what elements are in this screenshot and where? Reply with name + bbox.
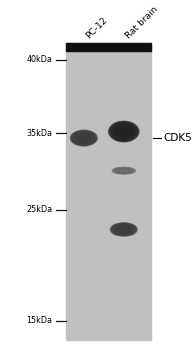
Ellipse shape bbox=[110, 122, 137, 141]
Ellipse shape bbox=[110, 122, 138, 141]
Ellipse shape bbox=[111, 223, 137, 236]
Ellipse shape bbox=[112, 167, 135, 174]
Ellipse shape bbox=[74, 132, 94, 144]
Ellipse shape bbox=[111, 223, 136, 236]
Ellipse shape bbox=[112, 224, 136, 235]
Ellipse shape bbox=[113, 168, 134, 174]
Ellipse shape bbox=[116, 226, 131, 233]
Ellipse shape bbox=[113, 168, 135, 174]
Ellipse shape bbox=[72, 131, 96, 145]
Text: 40kDa: 40kDa bbox=[27, 55, 52, 64]
Ellipse shape bbox=[114, 225, 133, 234]
Ellipse shape bbox=[74, 133, 93, 144]
Ellipse shape bbox=[72, 131, 95, 145]
Ellipse shape bbox=[115, 225, 133, 234]
Ellipse shape bbox=[115, 168, 133, 173]
Ellipse shape bbox=[110, 122, 138, 141]
Ellipse shape bbox=[71, 131, 97, 146]
Ellipse shape bbox=[113, 125, 134, 139]
Ellipse shape bbox=[70, 130, 97, 146]
Ellipse shape bbox=[109, 121, 139, 142]
Ellipse shape bbox=[111, 123, 137, 140]
Ellipse shape bbox=[112, 124, 136, 140]
Text: Rat brain: Rat brain bbox=[124, 5, 159, 40]
Ellipse shape bbox=[117, 169, 130, 173]
Text: 25kDa: 25kDa bbox=[26, 205, 52, 215]
Text: 35kDa: 35kDa bbox=[26, 129, 52, 138]
Ellipse shape bbox=[111, 123, 136, 140]
Ellipse shape bbox=[113, 224, 135, 235]
Ellipse shape bbox=[76, 134, 91, 142]
Ellipse shape bbox=[115, 168, 133, 173]
Text: CDK5: CDK5 bbox=[163, 133, 192, 143]
Bar bbox=[66, 43, 151, 51]
Ellipse shape bbox=[71, 131, 97, 146]
Bar bbox=[66, 43, 151, 341]
Ellipse shape bbox=[113, 224, 135, 235]
Ellipse shape bbox=[112, 167, 136, 174]
Ellipse shape bbox=[73, 132, 94, 144]
Ellipse shape bbox=[108, 121, 139, 142]
Ellipse shape bbox=[113, 168, 135, 174]
Text: 15kDa: 15kDa bbox=[26, 316, 52, 326]
Ellipse shape bbox=[113, 168, 134, 174]
Ellipse shape bbox=[113, 224, 134, 234]
Ellipse shape bbox=[73, 132, 95, 145]
Ellipse shape bbox=[115, 168, 133, 173]
Ellipse shape bbox=[72, 131, 96, 145]
Ellipse shape bbox=[114, 225, 134, 235]
Ellipse shape bbox=[70, 130, 97, 146]
Ellipse shape bbox=[112, 123, 136, 140]
Ellipse shape bbox=[113, 124, 135, 139]
Ellipse shape bbox=[113, 124, 134, 139]
Ellipse shape bbox=[113, 224, 135, 235]
Ellipse shape bbox=[73, 132, 95, 145]
Ellipse shape bbox=[114, 168, 133, 173]
Ellipse shape bbox=[114, 168, 134, 174]
Ellipse shape bbox=[114, 168, 133, 174]
Ellipse shape bbox=[74, 132, 94, 144]
Ellipse shape bbox=[112, 224, 135, 235]
Ellipse shape bbox=[114, 125, 134, 138]
Ellipse shape bbox=[112, 167, 135, 174]
Ellipse shape bbox=[73, 132, 95, 144]
Ellipse shape bbox=[113, 124, 135, 139]
Ellipse shape bbox=[112, 223, 136, 236]
Ellipse shape bbox=[75, 133, 93, 144]
Ellipse shape bbox=[109, 121, 139, 141]
Ellipse shape bbox=[112, 124, 135, 139]
Ellipse shape bbox=[110, 223, 137, 236]
Ellipse shape bbox=[111, 122, 137, 140]
Ellipse shape bbox=[113, 224, 134, 234]
Ellipse shape bbox=[115, 126, 132, 137]
Ellipse shape bbox=[71, 131, 96, 145]
Text: PC-12: PC-12 bbox=[84, 15, 109, 40]
Ellipse shape bbox=[114, 168, 134, 174]
Ellipse shape bbox=[110, 223, 137, 236]
Ellipse shape bbox=[74, 132, 94, 144]
Ellipse shape bbox=[111, 223, 137, 236]
Ellipse shape bbox=[114, 225, 133, 234]
Ellipse shape bbox=[109, 122, 138, 141]
